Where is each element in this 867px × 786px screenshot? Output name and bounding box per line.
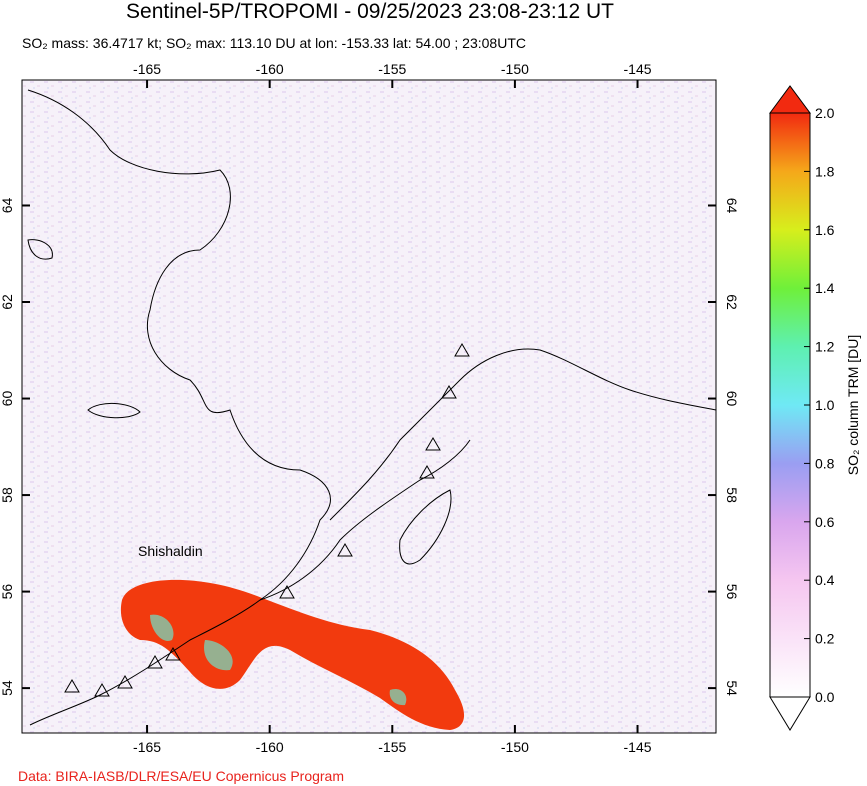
colorbar-tick-label: 0.2 xyxy=(815,631,835,647)
x-tick-label: -165 xyxy=(133,61,161,77)
colorbar-extend-top xyxy=(769,85,811,114)
y-tick-label: 58 xyxy=(0,487,15,503)
y-tick-label: 62 xyxy=(724,294,740,310)
x-tick-label: -145 xyxy=(624,739,652,755)
y-tick-label: 54 xyxy=(724,680,740,696)
y-tick-label: 62 xyxy=(0,294,15,310)
x-tick-label: -155 xyxy=(378,739,406,755)
colorbar-tick-label: 1.0 xyxy=(815,397,835,413)
coastline xyxy=(329,348,717,521)
colorbar-tick-label: 1.6 xyxy=(815,222,835,238)
title: Sentinel-5P/TROPOMI - 09/25/2023 23:08-2… xyxy=(126,0,614,23)
credit: Data: BIRA-IASB/DLR/ESA/EU Copernicus Pr… xyxy=(18,768,344,784)
coastline xyxy=(259,439,471,601)
x-tick-label: -155 xyxy=(378,61,406,77)
colorbar-extend-bottom xyxy=(769,696,811,731)
y-tick-label: 60 xyxy=(0,391,15,407)
map: Shishaldin xyxy=(21,79,717,734)
volcano-markers xyxy=(64,343,470,697)
volcano-label: Shishaldin xyxy=(138,543,203,559)
y-tick-label: 60 xyxy=(724,391,740,407)
so2-plume xyxy=(120,579,465,730)
axes: -165 -165 -160 -160 -155 -155 -150 -150 -145 -145… xyxy=(0,61,740,755)
x-tick-label: -165 xyxy=(133,739,161,755)
y-tick-label: 56 xyxy=(0,584,15,600)
x-tick-label: -160 xyxy=(256,61,284,77)
coastline xyxy=(27,239,452,565)
x-tick-label: -150 xyxy=(501,61,529,77)
colorbar-tick-label: 1.8 xyxy=(815,163,835,179)
colorbar-label: SO₂ column TRM [DU] xyxy=(845,335,861,476)
y-tick-label: 64 xyxy=(724,198,740,214)
colorbar: SO₂ column TRM [DU] 0.0 0.2 0.4 0.6 0.8 1.0 1.… xyxy=(769,85,861,731)
colorbar-tick-label: 0.6 xyxy=(815,514,835,530)
colorbar-tick-label: 0.8 xyxy=(815,455,835,471)
y-tick-label: 56 xyxy=(724,584,740,600)
colorbar-tick-label: 1.2 xyxy=(815,339,835,355)
map-frame xyxy=(21,79,717,734)
colorbar-tick-label: 1.4 xyxy=(815,280,835,296)
y-tick-label: 54 xyxy=(0,680,15,696)
x-tick-label: -145 xyxy=(624,61,652,77)
subtitle: SO₂ mass: 36.4717 kt; SO₂ max: 113.10 DU… xyxy=(22,35,526,51)
colorbar-tick-label: 0.0 xyxy=(815,689,835,705)
y-tick-label: 58 xyxy=(724,487,740,503)
colorbar-tick-label: 2.0 xyxy=(815,105,835,121)
x-tick-label: -160 xyxy=(256,739,284,755)
x-tick-label: -150 xyxy=(501,739,529,755)
y-tick-label: 64 xyxy=(0,197,15,213)
coastline xyxy=(27,89,331,726)
colorbar-tick-label: 0.4 xyxy=(815,572,835,588)
